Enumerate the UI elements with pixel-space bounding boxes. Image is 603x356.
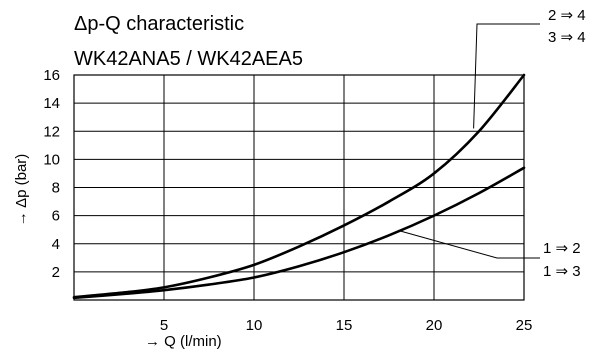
series-line-1: [72, 73, 526, 299]
x-tick-label: 20: [426, 317, 443, 334]
tick-layer: 5 10 15 20 25 2 4 6 8 10 12 14 16: [43, 67, 532, 334]
y-tick-label: 6: [52, 208, 60, 225]
series-2-label-b: 1 ⇒ 3: [543, 263, 581, 280]
y-tick-label: 16: [43, 67, 60, 84]
y-tick-label: 10: [43, 151, 60, 168]
y-axis-label: → Δp (bar): [13, 154, 30, 227]
x-tick-label: 25: [516, 317, 533, 334]
series-2-label-a: 1 ⇒ 2: [543, 240, 581, 257]
x-tick-label: 15: [336, 317, 353, 334]
chart-subtitle: WK42ANA5 / WK42AEA5: [74, 48, 303, 70]
series-1-label-b: 3 ⇒ 4: [548, 29, 586, 46]
y-tick-label: 2: [52, 264, 60, 281]
chart-title: Δp-Q characteristic: [74, 13, 244, 35]
x-tick-label: 5: [160, 317, 168, 334]
x-tick-label: 10: [246, 317, 263, 334]
leader-line-series-2: [397, 229, 540, 259]
y-tick-label: 12: [43, 123, 60, 140]
series-1-label-a: 2 ⇒ 4: [548, 7, 586, 24]
y-tick-label: 14: [43, 95, 60, 112]
leader-line-series-1: [473, 23, 540, 129]
legend-layer: 2 ⇒ 4 3 ⇒ 4 1 ⇒ 2 1 ⇒ 3: [543, 7, 586, 280]
x-axis-label: → Q (l/min): [145, 333, 222, 350]
leader-layer: [397, 23, 540, 259]
y-tick-label: 4: [52, 236, 60, 253]
y-tick-label: 8: [52, 180, 60, 197]
series-layer: [72, 73, 526, 300]
series-line-2: [72, 166, 526, 300]
